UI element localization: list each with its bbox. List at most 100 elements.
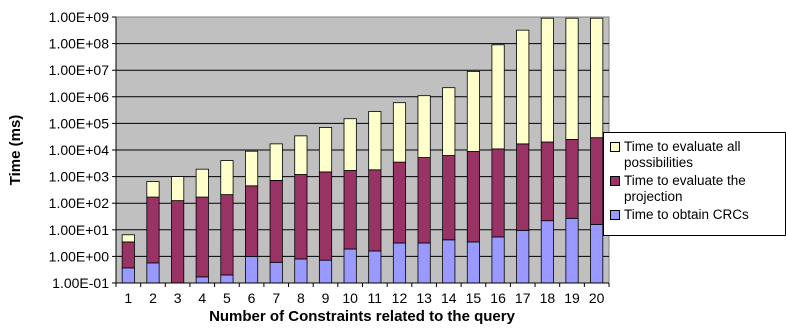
y-axis-ticks: 1.00E-01 1.00E+00 1.00E+01 1.00E+02 1.00E+03…	[49, 9, 117, 291]
legend-label: Time to evaluate the projection	[624, 173, 746, 204]
bar-segment	[343, 118, 357, 171]
bar-segment	[343, 170, 357, 250]
bar-segment	[171, 176, 185, 202]
y-tick-label: 1.00E-01	[52, 275, 109, 291]
bar-segment	[220, 160, 234, 196]
bar-segment	[318, 259, 333, 284]
x-tick-label: 9	[322, 290, 330, 306]
x-tick-label: 18	[540, 290, 556, 306]
y-tick-label: 1.00E+06	[49, 89, 110, 105]
bar-segment	[491, 44, 505, 150]
bar-segment	[540, 141, 554, 222]
bar-segment	[491, 148, 505, 238]
bar-segment	[540, 220, 554, 284]
bar-segment	[417, 95, 431, 158]
x-tick-label: 14	[441, 290, 457, 306]
legend-label: Time to evaluate all possibilities	[624, 139, 741, 170]
bar-segment	[565, 217, 579, 284]
x-tick-label: 5	[223, 290, 231, 306]
bar-segment	[343, 248, 357, 284]
bar-segment	[417, 157, 431, 244]
bar-segment	[195, 276, 209, 284]
bar-segment	[442, 155, 456, 241]
bar-segment	[220, 274, 234, 284]
x-tick-label: 16	[490, 290, 506, 306]
legend-swatch	[610, 210, 620, 220]
bar-segment	[516, 29, 530, 145]
bar-segment	[368, 111, 382, 171]
legend-item-projection: Time to evaluate the projection	[610, 173, 785, 205]
bar-segment	[368, 250, 382, 284]
y-tick-label: 1.00E+05	[49, 115, 110, 131]
bar-segment	[121, 267, 135, 284]
bar-segment	[516, 143, 530, 231]
bar-segment	[368, 169, 382, 252]
x-tick-label: 13	[416, 290, 432, 306]
bar-segment	[195, 196, 209, 278]
x-tick-label: 10	[342, 290, 358, 306]
y-tick-label: 1.00E+09	[49, 9, 110, 25]
y-tick-label: 1.00E+02	[49, 195, 110, 211]
x-tick-label: 3	[174, 290, 182, 306]
bar-segment	[516, 229, 530, 284]
bar-segment	[146, 196, 160, 264]
bar-segment	[392, 102, 407, 163]
legend-item-all-possibilities: Time to evaluate all possibilities	[610, 139, 785, 171]
bar-segment	[269, 179, 283, 263]
legend-swatch	[610, 142, 620, 152]
bar-segment	[245, 255, 259, 284]
bar-segment	[442, 87, 456, 156]
x-tick-label: 12	[392, 290, 408, 306]
bar-segment	[294, 174, 308, 260]
bar-segment	[565, 139, 579, 219]
legend-swatch	[610, 176, 620, 186]
legend-item-crcs: Time to obtain CRCs	[610, 207, 785, 223]
x-tick-label: 8	[297, 290, 305, 306]
bar-segment	[318, 171, 333, 261]
x-tick-label: 20	[589, 290, 605, 306]
bar-segment	[466, 241, 480, 284]
bar-segment	[318, 127, 333, 173]
bar-segment	[171, 200, 185, 284]
x-tick-label: 11	[368, 290, 383, 306]
bar-segment	[417, 242, 431, 284]
bar-segment	[269, 261, 283, 284]
bar-segment	[146, 181, 160, 198]
bar-segment	[392, 242, 407, 284]
x-tick-label: 1	[124, 290, 132, 306]
x-tick-label: 6	[248, 290, 256, 306]
bar-segment	[442, 239, 456, 284]
legend-label: Time to obtain CRCs	[624, 207, 749, 222]
bar-segment	[146, 262, 160, 284]
bar-segment	[220, 194, 234, 276]
bar-segment	[245, 185, 259, 257]
y-tick-label: 1.00E+08	[49, 36, 110, 52]
bar-segment	[294, 258, 308, 284]
bar-segment	[590, 17, 604, 139]
x-tick-label: 17	[515, 290, 531, 306]
bar-segment	[269, 143, 283, 181]
legend: Time to evaluate all possibilities Time …	[603, 132, 786, 236]
y-axis-label: Time (ms)	[7, 115, 24, 186]
y-tick-label: 1.00E+00	[49, 248, 110, 264]
bar-segment	[466, 71, 480, 152]
bar-segment	[466, 151, 480, 243]
bar-segment	[565, 17, 579, 140]
x-tick-label: 2	[149, 290, 157, 306]
bar-segment	[491, 236, 505, 284]
y-tick-label: 1.00E+04	[49, 142, 110, 158]
y-tick-label: 1.00E+01	[49, 222, 110, 238]
bar-segment	[540, 17, 554, 143]
y-tick-label: 1.00E+03	[49, 169, 110, 185]
bar-segment	[294, 135, 308, 175]
bar-segment	[121, 241, 135, 269]
bar-segment	[195, 168, 209, 198]
bar-segment	[245, 150, 259, 187]
x-tick-label: 4	[198, 290, 206, 306]
x-tick-label: 7	[272, 290, 280, 306]
bar-segment	[590, 223, 604, 284]
bars	[121, 17, 604, 284]
x-tick-label: 15	[466, 290, 482, 306]
bar-segment	[121, 234, 135, 243]
